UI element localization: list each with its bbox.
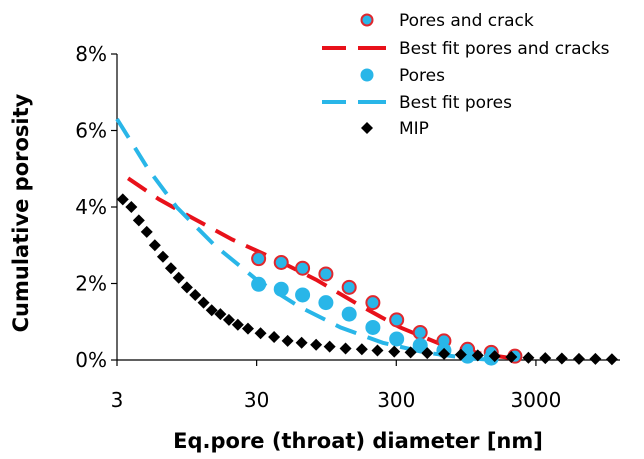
mip-point (605, 353, 618, 366)
mip-point (180, 281, 193, 294)
y-tick-label: 2% (75, 272, 107, 296)
pores-point (251, 276, 267, 292)
series-lines (115, 117, 526, 362)
axes: 0% 2% 4% 6% 8% 3 30 300 3000 (75, 42, 620, 412)
pores-and-crack-point (341, 279, 357, 295)
mip-point (471, 349, 484, 362)
best-fit-pores-and-cracks-line (126, 176, 526, 362)
legend-pores-and-crack-swatch (360, 13, 374, 27)
x-tick-label: 300 (377, 388, 415, 412)
mip-point (572, 352, 585, 365)
mip-point (214, 308, 227, 321)
mip-point (454, 348, 467, 361)
pores-point (412, 337, 428, 353)
x-tick-label: 3000 (510, 388, 561, 412)
x-tick-label: 3 (111, 388, 124, 412)
pores-and-crack-point (412, 324, 428, 340)
mip-point (295, 336, 308, 349)
mip-point (222, 313, 235, 326)
y-tick-label: 4% (75, 195, 107, 219)
legend-mip-label: MIP (399, 119, 429, 139)
mip-point (505, 350, 518, 363)
mip-point (310, 338, 323, 351)
mip-point (388, 345, 401, 358)
pores-point (389, 331, 405, 347)
mip-point (371, 344, 384, 357)
mip-point (539, 352, 552, 365)
pores-and-crack-point (295, 260, 311, 276)
mip-point (421, 347, 434, 360)
mip-point (132, 214, 145, 227)
legend-best-fit-pores-label: Best fit pores (399, 93, 512, 113)
mip-point (241, 322, 254, 335)
y-tick-label: 8% (75, 42, 107, 66)
mip-point (189, 288, 202, 301)
legend-best-fit-pores-and-cracks-label: Best fit pores and cracks (399, 39, 610, 59)
mip-point (197, 296, 210, 309)
y-axis-title: Cumulative porosity (9, 93, 33, 332)
legend-mip-swatch (361, 122, 373, 134)
mip-point (254, 327, 267, 340)
mip-point (438, 347, 451, 360)
mip-point (355, 343, 368, 356)
legend-pores-label: Pores (399, 66, 445, 86)
pores-and-crack-point (389, 312, 405, 328)
y-tick-label: 6% (75, 119, 107, 143)
mip-point (404, 346, 417, 359)
x-axis-title: Eq.pore (throat) diameter [nm] (173, 429, 543, 453)
mip-point (339, 342, 352, 355)
x-tick-label: 30 (244, 388, 269, 412)
mip-point (172, 271, 185, 284)
mip-point (164, 262, 177, 275)
best-fit-pores-line (115, 117, 495, 362)
pores-point (341, 306, 357, 322)
pores-point (295, 287, 311, 303)
mip-point (140, 225, 153, 238)
legend: Pores and crack Best fit pores and cracks… (322, 11, 610, 139)
pores-and-crack-point (251, 251, 267, 267)
legend-pores-and-crack-label: Pores and crack (399, 11, 534, 31)
pores-point (273, 281, 289, 297)
mip-point (116, 193, 129, 206)
mip-point (555, 352, 568, 365)
series-markers (116, 193, 618, 366)
pores-point (318, 295, 334, 311)
mip-point (268, 331, 281, 344)
y-tick-label: 0% (75, 348, 107, 372)
mip-point (589, 352, 602, 365)
mip-point (205, 304, 218, 317)
mip-point (156, 250, 169, 263)
pores-and-crack-point (273, 254, 289, 270)
mip-point (148, 239, 161, 252)
pores-point (365, 319, 381, 335)
pores-and-crack-point (318, 266, 334, 282)
mip-point (125, 201, 138, 213)
mip-point (231, 318, 244, 331)
mip-point (281, 334, 294, 347)
mip-point (323, 340, 336, 353)
mip-point (522, 351, 535, 364)
pores-and-crack-point (365, 295, 381, 311)
mip-point (488, 350, 501, 363)
legend-pores-swatch (360, 68, 374, 82)
